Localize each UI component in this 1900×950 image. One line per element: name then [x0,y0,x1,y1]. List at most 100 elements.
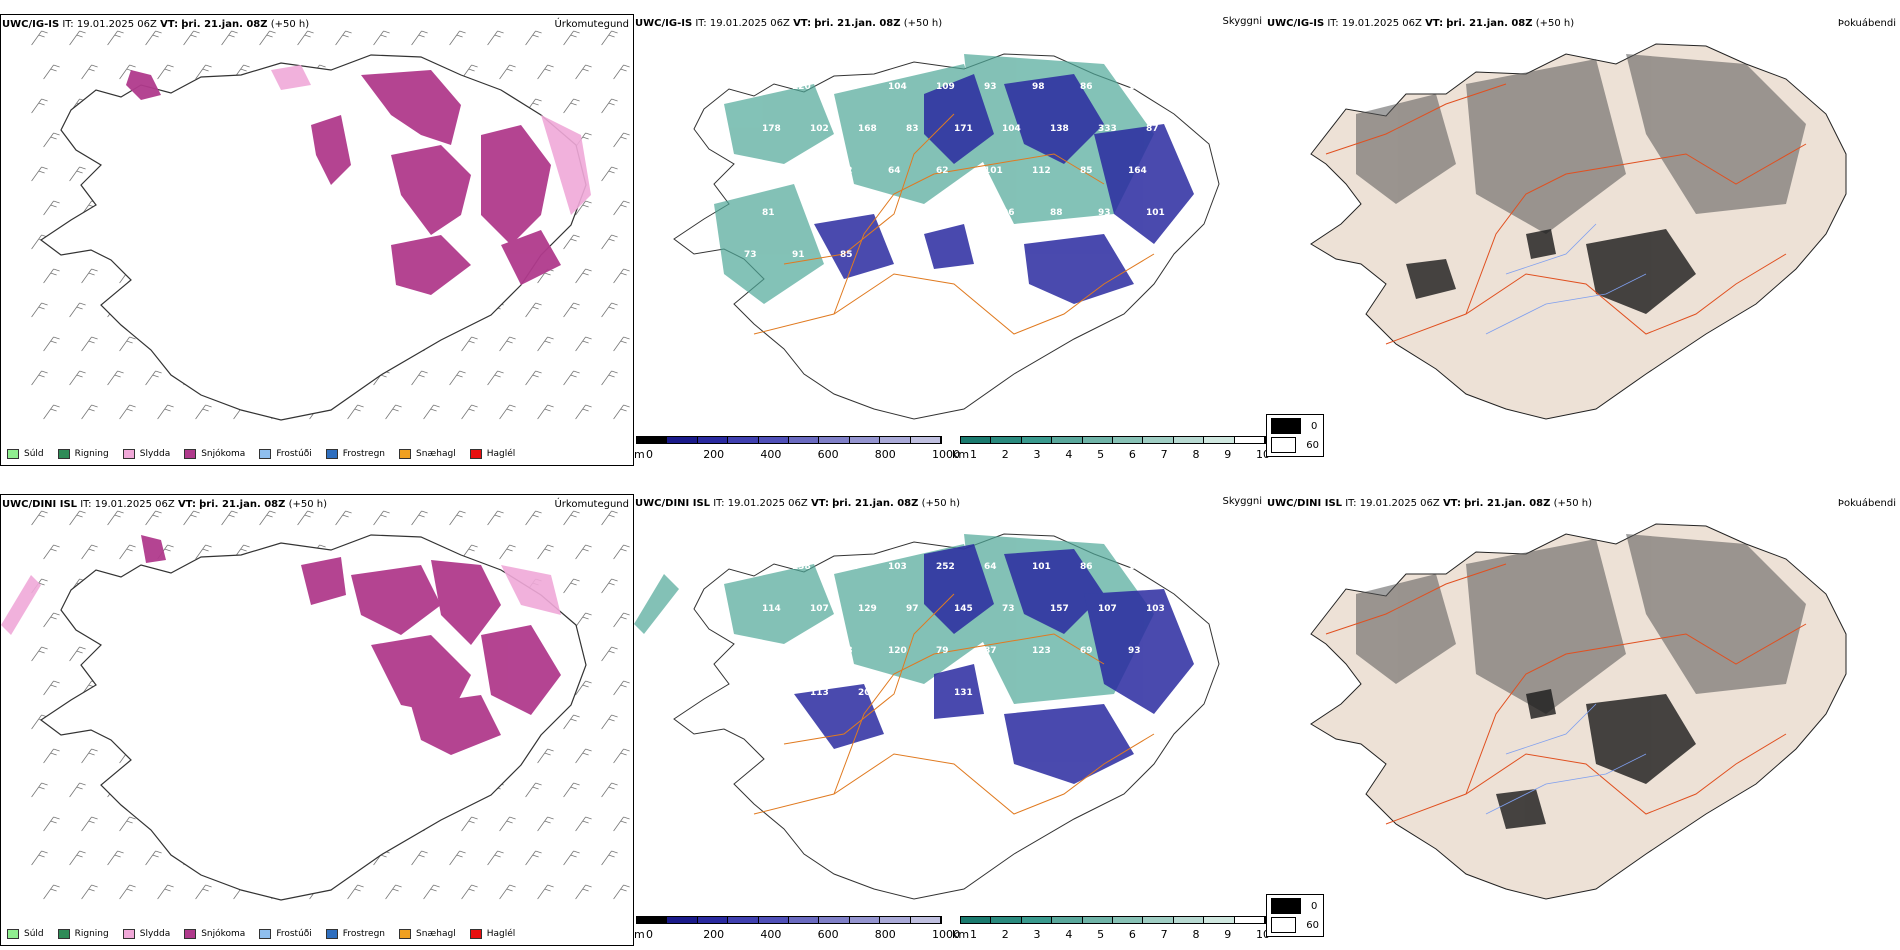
wind-barb [145,370,162,386]
cloud-base-panel-row2: UWC/DINI ISL IT: 19.01.2025 06Z VT: þri.… [634,494,1270,946]
cloud-base-value: 93 [984,82,997,92]
legend-label: Snæhagl [416,929,456,939]
colorbar-segment [1052,917,1083,923]
wind-barb [81,404,98,420]
cloud-base-value: 333 [1098,124,1117,134]
cloud-base-value: 109 [936,82,955,92]
cloud-base-value: 91 [792,250,805,260]
wind-barb [575,680,592,696]
precip-legend: Súld Rigning Slydda Snjókoma Frostúði Frostre… [7,449,529,459]
wind-barb [601,30,618,46]
wind-barb [31,302,48,318]
legend-swatch [7,449,19,459]
wind-barb [575,816,592,832]
wind-barb [613,132,630,148]
wind-barb [601,646,618,662]
wind-barb [411,30,428,46]
wind-barb [499,64,516,80]
wind-barb [613,612,630,628]
cloud-base-value: 113 [810,688,829,698]
cloud-base-value: 92 [744,166,757,176]
vt-label: VT: [810,498,829,509]
colorbar-unit: m [634,928,645,941]
cloud-base-value: 112 [1032,166,1051,176]
legend-label: Haglél [486,929,516,939]
wind-barb [575,64,592,80]
cloud-base-value: 176 [906,688,925,698]
iceland-map-cloud: 126 120 299 104 109 93 98 86 102 178 102 168 83 171 10… [673,53,1220,420]
legend-swatch [399,449,412,459]
fog-legend: 0 60 [1266,414,1324,457]
wind-barb [563,370,580,386]
vt-label: VT: [177,499,196,510]
colorbar-segment [758,917,790,923]
fog-legend-max: 60 [1271,437,1319,453]
colorbar-tick: 400 [760,448,782,461]
wind-barb [43,132,60,148]
cloud-base-value: 252 [936,562,955,572]
wind-barb [31,98,48,114]
legend-label: Frostregn [342,449,386,459]
wind-barb [423,404,440,420]
wind-barb [537,816,554,832]
colorbar-unit: m [634,448,645,461]
colorbar-segment [667,917,698,923]
precip-type-panel-row2: UWC/DINI ISL IT: 19.01.2025 06Z VT: þri.… [0,494,634,946]
vt-value: þri. 21.jan. 08Z [814,18,901,29]
cloud-base-value: 87 [1146,124,1159,134]
wind-barb [81,748,98,764]
colorbar-segment [1021,917,1053,923]
panel-title: UWC/IG-IS IT: 19.01.2025 06Z VT: þri. 21… [2,19,309,30]
wind-barb [31,850,48,866]
it-value: 19.01.2025 06Z [1359,498,1440,509]
colorbar-segment [1173,437,1205,443]
wind-barb [119,404,136,420]
lead-time: (+50 h) [288,499,328,510]
colorbar-segment [667,437,698,443]
colorbar-segment [789,437,820,443]
cloud-base-value: 120 [792,82,811,92]
cloud-base-value: 64 [744,646,757,656]
cloud-base-value: 123 [792,646,811,656]
wind-barb [43,816,60,832]
wind-barb [449,30,466,46]
colorbar-segment [849,917,881,923]
legend-item-2: Slydda [122,449,170,459]
cloud-base-value: 299 [840,82,859,92]
cloud-base-value: 107 [810,604,829,614]
wind-barb [487,850,504,866]
colorbar-tick: 4 [1065,928,1073,941]
colorbar-tick: 6 [1128,448,1136,461]
legend-swatch [469,449,482,459]
cloud-base-value: 102 [810,124,829,134]
wind-barb [499,404,516,420]
legend-swatch [122,449,135,459]
legend-label: Súld [24,449,44,459]
colorbar-segment [697,917,729,923]
cloud-base-value: 52 [840,166,853,176]
wind-barb [183,30,200,46]
variable-name: Þokuábendi [1837,498,1896,509]
iceland-map-fog [1310,43,1847,420]
precip-legend: Súld Rigning Slydda Snjókoma Frostúði Frostre… [7,929,529,939]
colorbar-segment [1234,917,1266,923]
wind-barb [335,30,352,46]
legend-label: Snjókoma [201,449,246,459]
cloud-base-value: 107 [1098,604,1117,614]
wind-barb [601,302,618,318]
cloud-base-value: 79 [858,208,871,218]
colorbar-tick: 1000 [932,448,960,461]
legend-item-2: Slydda [122,929,170,939]
legend-item-1: Rigning [57,929,109,939]
wind-barb [195,884,212,900]
legend-item-6: Snæhagl [399,449,456,459]
fog-legend-min: 0 [1271,898,1319,914]
wind-barb [575,884,592,900]
it-label: IT: [80,499,92,510]
wind-barb [31,782,48,798]
cloud-base-value: 88 [1050,208,1063,218]
legend-swatch [184,449,197,459]
wind-barb [613,268,630,284]
wind-barb [43,612,60,628]
wind-barb [537,64,554,80]
